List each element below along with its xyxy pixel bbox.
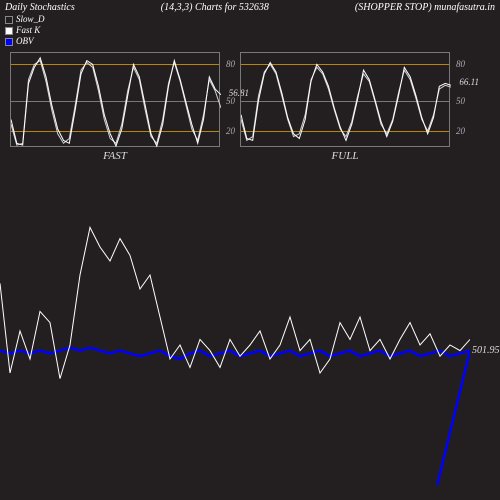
small-chart-wrap: 80502066.11 FULL [240,52,450,162]
main-chart [0,205,470,485]
legend-label: Fast K [16,25,40,36]
small-chart-wrap: 80502056.81 FAST [10,52,220,162]
legend-swatch [5,38,13,46]
obv-line [0,348,470,485]
legend-label: Slow_D [16,14,45,25]
legend-swatch [5,27,13,35]
chart-label: FULL [240,150,450,162]
legend-label: OBV [16,36,34,47]
tick-label: 20 [456,126,465,136]
small-chart: 80502056.81 [10,52,220,147]
chart-ticker: (SHOPPER STOP) munafasutra.in [355,2,495,13]
current-value-label: 66.11 [459,77,479,87]
small-chart-svg [241,53,451,148]
close-label: 501.95Close [472,345,500,356]
chart-params: (14,3,3) Charts for 532638 [161,2,269,13]
tick-label: 80 [226,59,235,69]
legend-item: Fast K [5,25,45,36]
chart-title: Daily Stochastics [5,2,75,13]
legend-swatch [5,16,13,24]
chart-label: FAST [10,150,220,162]
chart-header: Daily Stochastics (14,3,3) Charts for 53… [5,2,495,13]
legend-item: OBV [5,36,45,47]
small-chart-svg [11,53,221,148]
price-line [0,227,470,378]
legend-item: Slow_D [5,14,45,25]
tick-label: 20 [226,126,235,136]
top-charts-container: 80502056.81 FAST 80502066.11 FULL [10,52,450,162]
legend: Slow_DFast KOBV [5,14,45,47]
tick-label: 50 [456,96,465,106]
small-chart: 80502066.11 [240,52,450,147]
tick-label: 80 [456,59,465,69]
main-chart-svg [0,205,470,485]
